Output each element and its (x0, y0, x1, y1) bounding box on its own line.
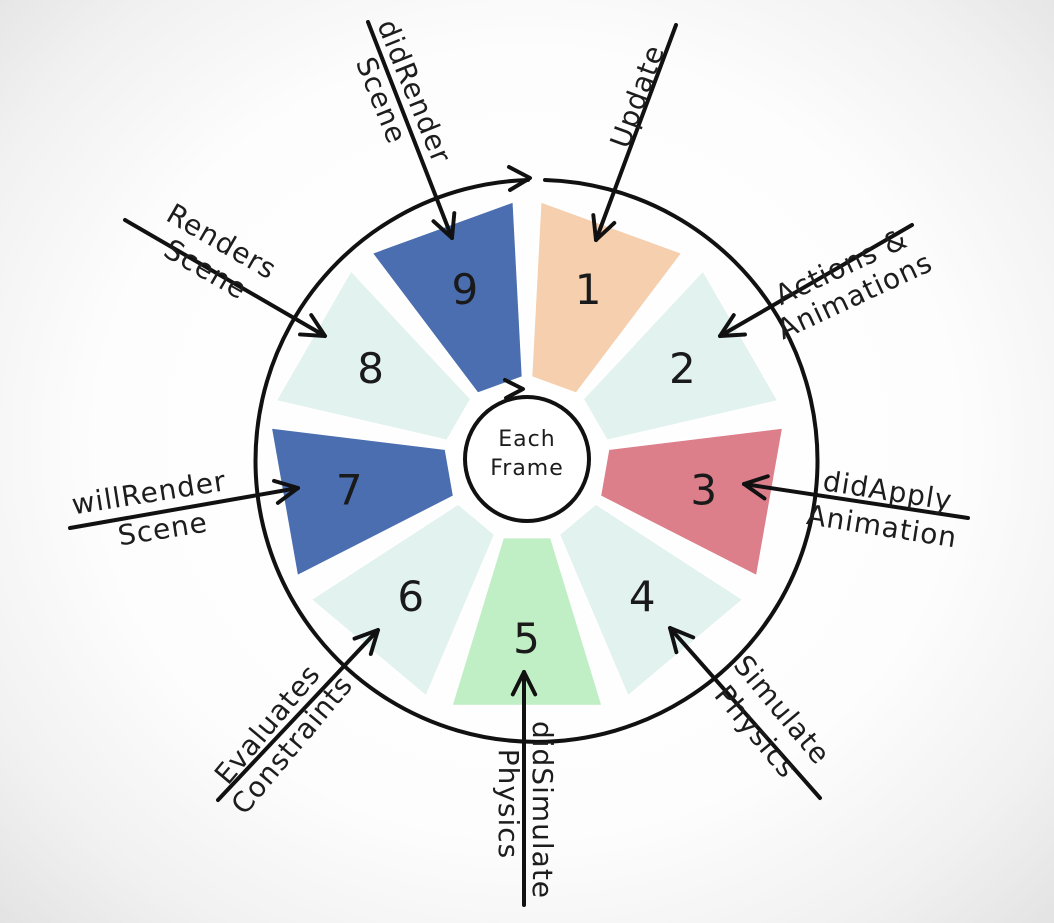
outer-cycle-arrowhead (507, 165, 532, 192)
arrow-evaluates (216, 628, 380, 802)
segment-number-5: 5 (513, 614, 541, 663)
label-did-simulate-line1: didSimulate (526, 721, 559, 899)
arrow-did-apply (742, 474, 970, 520)
segment-number-8: 8 (357, 344, 385, 393)
segment-3 (598, 426, 785, 578)
segment-4 (557, 502, 746, 699)
segment-2 (581, 268, 780, 442)
segment-1 (530, 199, 684, 395)
center-arrowhead (503, 378, 525, 400)
label-arrows (68, 20, 970, 907)
segment-number-3: 3 (690, 465, 718, 514)
segment-number-9: 9 (452, 265, 480, 314)
arrow-simulate (668, 626, 822, 800)
arrow-renders (123, 218, 327, 338)
label-update: Update (604, 40, 672, 152)
segment-number-1: 1 (575, 265, 603, 314)
segment-number-7: 7 (336, 465, 364, 514)
segment-number-4: 4 (629, 572, 657, 621)
segment-number-6: 6 (397, 572, 425, 621)
arrow-did-render (366, 20, 457, 240)
segment-wheel: 1 2 3 4 5 6 7 8 9 (269, 199, 785, 707)
segment-6 (308, 502, 497, 699)
arrow-actions (718, 223, 914, 338)
label-did-simulate-line2: Physics (492, 749, 525, 860)
arrow-update (591, 23, 678, 242)
center-circle (463, 395, 591, 523)
arrow-will-render (68, 478, 300, 530)
center-label-line1: Each (498, 427, 555, 452)
segment-8 (274, 268, 473, 442)
segment-5 (450, 536, 604, 707)
center-label-line2: Frame (490, 456, 564, 481)
segment-7 (269, 426, 456, 578)
segment-number-2: 2 (669, 344, 697, 393)
label-will-render-line2: Scene (116, 506, 210, 553)
